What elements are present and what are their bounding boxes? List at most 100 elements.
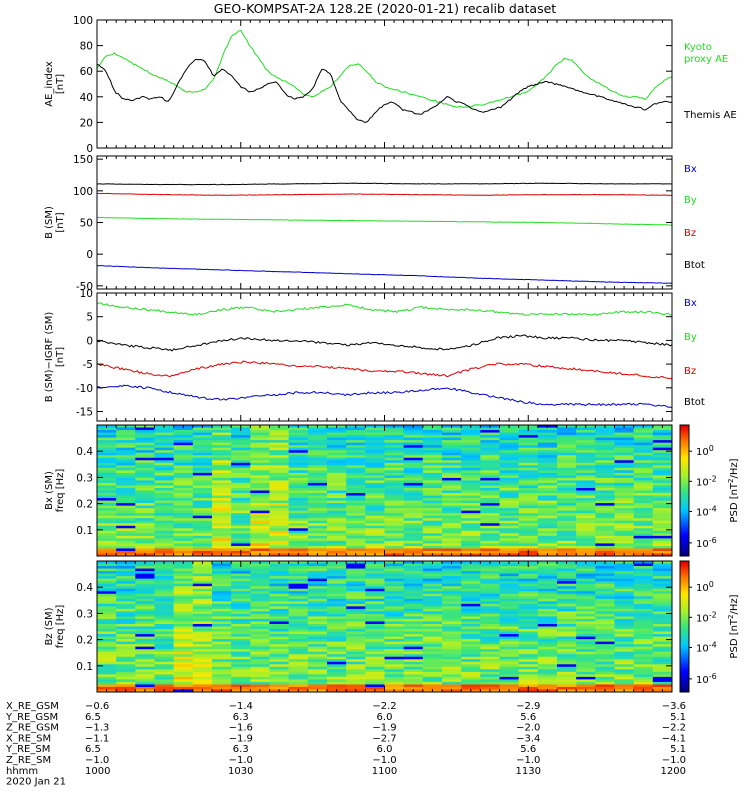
orbit-value: −1.0 xyxy=(372,755,396,766)
heatmap-cell xyxy=(173,430,194,433)
colorbar-step xyxy=(680,567,689,571)
heatmap-cell xyxy=(633,498,654,501)
heatmap-cell xyxy=(97,445,117,449)
heatmap-cell xyxy=(461,593,481,597)
heatmap-cell xyxy=(346,495,366,499)
heatmap-cell xyxy=(250,661,270,665)
heatmap-cell xyxy=(116,616,136,620)
heatmap-cell xyxy=(212,540,232,544)
heatmap-cell xyxy=(135,566,155,569)
heatmap-cell xyxy=(614,608,635,612)
heatmap-cell xyxy=(97,656,117,660)
heatmap-cell xyxy=(537,586,558,590)
heatmap-cell xyxy=(518,634,539,637)
heatmap-cell xyxy=(518,603,539,607)
heatmap-cell xyxy=(365,593,385,597)
heatmap-cell xyxy=(576,664,596,668)
heatmap-cell xyxy=(346,427,366,431)
heatmap-cell xyxy=(499,455,520,459)
heatmap-cell xyxy=(250,679,270,683)
heatmap-cell xyxy=(116,566,136,569)
heatmap-cell xyxy=(518,679,539,683)
heatmap-cell xyxy=(480,659,500,663)
heatmap-cell xyxy=(154,611,175,615)
heatmap-cell xyxy=(518,568,539,572)
heatmap-cell xyxy=(384,674,405,678)
heatmap-cell xyxy=(384,623,405,627)
heatmap-cell xyxy=(346,578,366,582)
heatmap-cell xyxy=(192,581,213,585)
heatmap-cell xyxy=(231,588,251,592)
heatmap-cell xyxy=(327,498,347,501)
heatmap-cell xyxy=(442,513,462,517)
heatmap-cell xyxy=(365,634,385,637)
heatmap-cell xyxy=(557,598,577,602)
heatmap-cell xyxy=(576,545,596,549)
heatmap-cell xyxy=(614,457,635,461)
heatmap-cell xyxy=(614,455,635,459)
heatmap-cell xyxy=(116,487,136,491)
heatmap-cell xyxy=(480,475,500,479)
heatmap-cell xyxy=(384,452,405,456)
heatmap-cell xyxy=(327,477,347,481)
heatmap-cell xyxy=(212,676,232,680)
heatmap-cell xyxy=(499,513,520,517)
heatmap-cell xyxy=(154,535,175,539)
heatmap-cell xyxy=(442,671,462,675)
heatmap-cell xyxy=(97,634,117,637)
heatmap-cell xyxy=(614,515,635,519)
heatmap-cell xyxy=(576,525,596,529)
heatmap-cell xyxy=(346,588,366,592)
heatmap-cell xyxy=(346,581,366,585)
heatmap-cell xyxy=(499,644,520,648)
heatmap-cell xyxy=(365,437,385,441)
colorbar-step xyxy=(680,633,689,636)
heatmap-cell xyxy=(614,573,635,577)
heatmap-cell xyxy=(557,661,577,665)
heatmap-cell xyxy=(422,641,443,645)
heatmap-cell xyxy=(480,513,500,517)
heatmap-cell xyxy=(461,503,481,507)
heatmap-cell xyxy=(346,535,366,539)
colorbar-step xyxy=(680,494,689,498)
heatmap-cell xyxy=(576,535,596,539)
heatmap-cell xyxy=(576,515,596,519)
heatmap-cell xyxy=(212,646,232,650)
heatmap-cell xyxy=(633,669,654,673)
heatmap-cell xyxy=(116,493,136,496)
heatmap-cell xyxy=(557,500,577,504)
heatmap-cell xyxy=(461,432,481,436)
heatmap-cell xyxy=(269,563,290,567)
heatmap-cell xyxy=(154,608,175,612)
heatmap-cell xyxy=(518,445,539,449)
heatmap-cell xyxy=(269,606,290,610)
heatmap-cell xyxy=(422,505,443,509)
heatmap-cell xyxy=(422,659,443,663)
heatmap-cell xyxy=(346,686,366,690)
heatmap-cell xyxy=(192,525,213,529)
heatmap-cell xyxy=(422,500,443,504)
heatmap-cell xyxy=(346,550,366,554)
colorbar-step xyxy=(680,468,689,472)
heatmap-cell xyxy=(557,475,577,479)
heatmap-cell xyxy=(212,601,232,605)
heatmap-cell xyxy=(346,540,366,544)
heatmap-cell xyxy=(173,676,194,680)
heatmap-cell xyxy=(135,545,155,549)
heatmap-cell xyxy=(499,641,520,645)
heatmap-cell xyxy=(614,538,635,542)
y-tick-label: -5 xyxy=(83,359,93,371)
heatmap-cell xyxy=(269,644,290,648)
heatmap-cell xyxy=(499,629,520,632)
heatmap-cell xyxy=(135,452,155,456)
heatmap-cell xyxy=(614,508,635,512)
heatmap-cell xyxy=(250,437,270,441)
heatmap-cell xyxy=(250,608,270,612)
heatmap-cell xyxy=(403,681,424,685)
heatmap-cell xyxy=(231,578,251,582)
heatmap-cell xyxy=(461,571,481,574)
heatmap-cell xyxy=(557,455,577,459)
heatmap-cell xyxy=(365,631,385,635)
heatmap-cell xyxy=(461,480,481,484)
heatmap-cell xyxy=(557,485,577,489)
